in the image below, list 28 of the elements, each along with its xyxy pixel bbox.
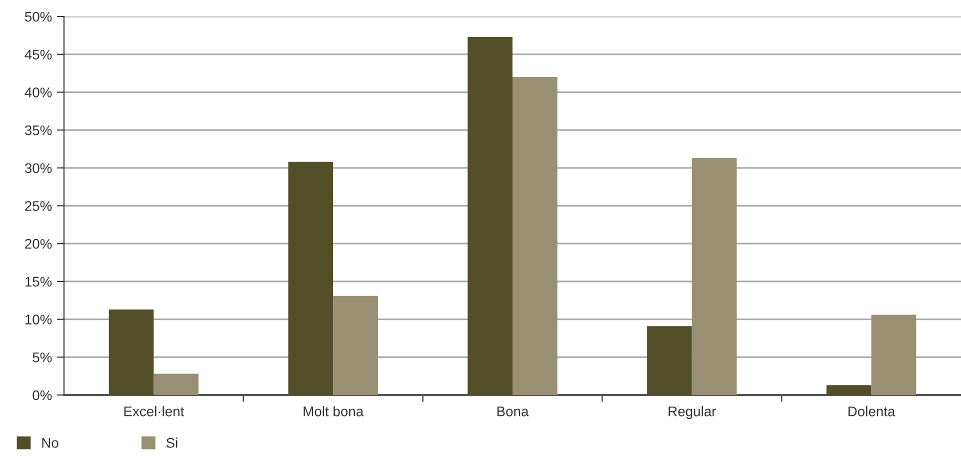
y-tick-label: 50% (24, 12, 52, 22)
bar (333, 296, 378, 395)
bar (154, 374, 199, 395)
bar (871, 314, 916, 395)
bar (468, 36, 512, 395)
bar (288, 162, 334, 395)
y-tick-label: 15% (25, 276, 52, 287)
x-tick-label: Molt bona (304, 406, 364, 416)
y-tick-label: 45% (24, 50, 52, 60)
x-tick-label: Dolenta (848, 406, 896, 416)
y-tick-label: 35% (24, 125, 52, 136)
y-tick-label: 0% (32, 390, 52, 400)
legend-label: Si (166, 438, 178, 448)
bar (512, 77, 558, 395)
bar (108, 309, 154, 395)
x-tick-label: Bona (497, 406, 529, 416)
x-tick-label: Regular (668, 406, 716, 420)
bar (826, 385, 872, 395)
y-tick-label: 20% (25, 238, 52, 249)
y-tick-label: 40% (24, 88, 52, 98)
bar (647, 326, 692, 395)
y-tick-label: 5% (32, 352, 52, 362)
y-tick-label: 25% (25, 201, 52, 211)
y-tick-label: 30% (24, 163, 52, 174)
y-tick-label: 10% (25, 314, 52, 324)
bar (692, 158, 737, 395)
x-tick-label: Excel·lent (124, 406, 184, 416)
legend-label: No (42, 438, 58, 448)
